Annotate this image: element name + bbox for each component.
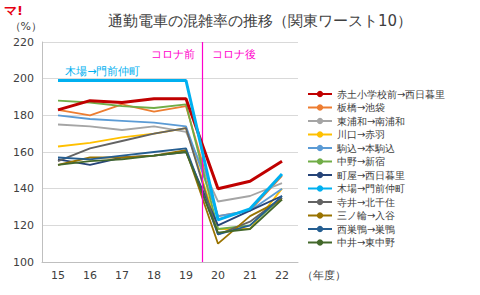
svg-text:マ!: マ! [4,3,23,18]
svg-text:17: 17 [115,269,129,282]
svg-text:15: 15 [51,269,65,282]
svg-text:180: 180 [13,109,34,122]
svg-text:寺井→北千住: 寺井→北千住 [337,197,395,208]
svg-text:三ノ輪→入谷: 三ノ輪→入谷 [337,210,395,221]
svg-text:木場→門前仲町: 木場→門前仲町 [65,65,140,78]
svg-text:町屋→西日暮里: 町屋→西日暮里 [337,170,405,181]
svg-text:通勤電車の混雑率の推移（関東ワースト10）: 通勤電車の混雑率の推移（関東ワースト10） [108,12,412,30]
svg-text:駒込→本駒込: 駒込→本駒込 [336,143,395,154]
svg-text:16: 16 [83,269,97,282]
svg-text:22: 22 [275,269,289,282]
svg-text:100: 100 [13,256,34,269]
svg-text:中井→東中野: 中井→東中野 [337,237,395,248]
svg-text:中野→新宿: 中野→新宿 [337,156,385,167]
svg-text:200: 200 [13,72,34,85]
svg-text:160: 160 [13,146,34,159]
svg-text:川口→赤羽: 川口→赤羽 [337,129,385,140]
svg-text:西巣鴨→巣鴨: 西巣鴨→巣鴨 [337,224,395,235]
svg-text:木場→門前仲町: 木場→門前仲町 [337,183,405,194]
svg-text:コロナ前: コロナ前 [151,48,195,61]
svg-text:東浦和→南浦和: 東浦和→南浦和 [337,116,405,127]
svg-text:140: 140 [13,182,34,195]
svg-text:120: 120 [13,219,34,232]
svg-text:220: 220 [13,36,34,49]
svg-text:20: 20 [211,269,225,282]
svg-text:18: 18 [147,269,161,282]
svg-text:19: 19 [179,269,193,282]
svg-text:（%）: （%） [10,20,42,33]
svg-text:コロナ後: コロナ後 [212,48,256,61]
svg-text:（年度）: （年度） [302,269,346,282]
svg-text:赤土小学校前→西日暮里: 赤土小学校前→西日暮里 [337,89,445,100]
svg-text:板橋→池袋: 板橋→池袋 [336,102,385,113]
svg-text:21: 21 [243,269,257,282]
